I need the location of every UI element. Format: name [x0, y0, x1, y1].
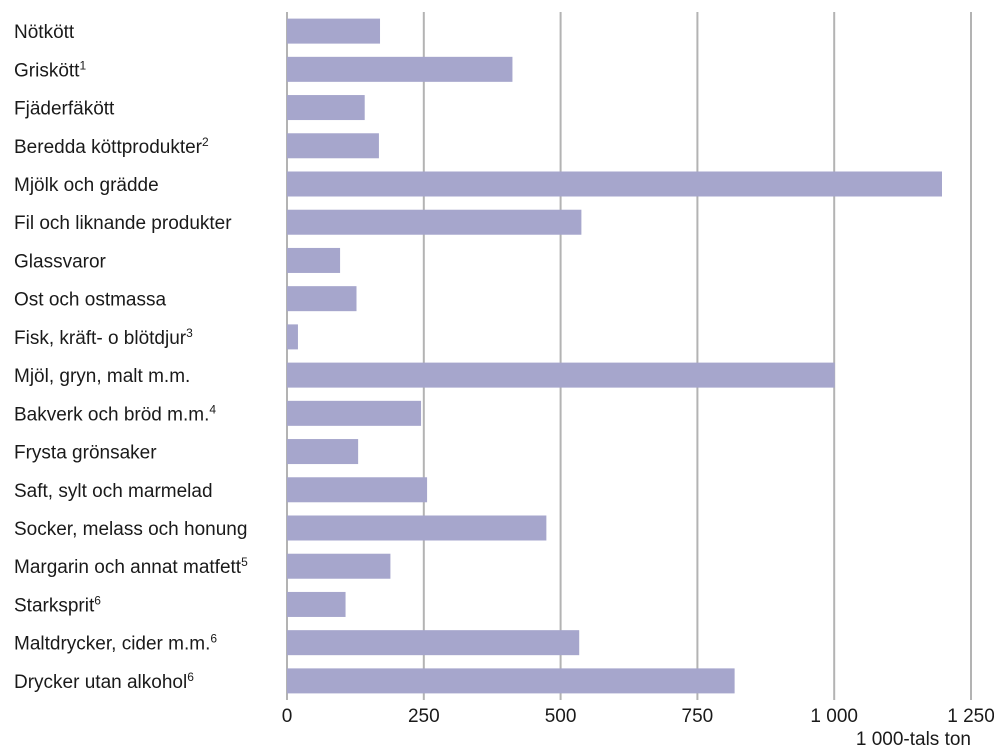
category-label-text: Maltdrycker, cider m.m.	[14, 634, 210, 655]
bar	[287, 591, 346, 617]
bar	[287, 324, 298, 350]
category-labels: Nötkött Griskött1 Fjäderfäkött Beredda kött…	[14, 22, 248, 693]
category-label-text: Frysta grönsaker	[14, 443, 157, 464]
bar	[287, 668, 735, 694]
category-label-text: Fil och liknande produkter	[14, 213, 232, 234]
footnote-marker: 6	[187, 670, 194, 684]
category-label-text: Fisk, kräft- o blötdjur	[14, 328, 187, 349]
bar	[287, 439, 359, 465]
category-label: Mjölk och grädde	[14, 175, 159, 196]
category-label-text: Nötkött	[14, 22, 75, 43]
category-label: Mjöl, gryn, malt m.m.	[14, 366, 190, 387]
bar	[287, 515, 547, 541]
category-label-text: Drycker utan alkohol	[14, 672, 187, 693]
x-tick-label: 1 000	[810, 706, 858, 727]
grid-layer	[286, 12, 972, 700]
footnote-marker: 2	[202, 135, 209, 149]
category-label: Fjäderfäkött	[14, 99, 115, 120]
bar	[287, 630, 580, 656]
x-axis-label: 1 000-tals ton	[856, 729, 971, 750]
bar	[287, 209, 582, 235]
category-label: Glassvaror	[14, 251, 107, 272]
category-label: Nötkött	[14, 22, 75, 43]
category-label: Griskött1	[14, 58, 86, 81]
category-label-text: Beredda köttprodukter	[14, 137, 203, 158]
category-label: Maltdrycker, cider m.m.6	[14, 632, 217, 655]
bar	[287, 553, 391, 579]
category-label-text: Margarin och annat matfett	[14, 557, 242, 578]
category-label: Starksprit6	[14, 593, 101, 616]
category-label: Fil och liknande produkter	[14, 213, 232, 234]
category-label: Margarin och annat matfett5	[14, 555, 248, 578]
footnote-marker: 6	[94, 593, 101, 607]
category-label-text: Ost och ostmassa	[14, 290, 166, 311]
bar	[287, 56, 513, 82]
bar	[287, 133, 379, 159]
category-label: Socker, melass och honung	[14, 519, 247, 540]
x-tick-label: 250	[408, 706, 440, 727]
bar	[287, 171, 942, 197]
footnote-marker: 6	[210, 632, 217, 646]
bar	[287, 95, 365, 121]
category-label-text: Griskött	[14, 60, 80, 81]
bar	[287, 362, 835, 388]
bar-layer	[287, 18, 942, 694]
x-tick-label: 1 250	[947, 706, 994, 727]
bar	[287, 286, 357, 312]
x-axis-ticks: 0 250 500 750 1 000 1 250	[282, 706, 994, 727]
category-label: Ost och ostmassa	[14, 290, 166, 311]
category-label-text: Mjöl, gryn, malt m.m.	[14, 366, 190, 387]
footnote-marker: 1	[79, 58, 86, 72]
category-label-text: Saft, sylt och marmelad	[14, 481, 213, 502]
bar	[287, 18, 381, 44]
category-label-text: Starksprit	[14, 595, 95, 616]
category-label-text: Mjölk och grädde	[14, 175, 159, 196]
bar	[287, 247, 341, 273]
category-label-text: Socker, melass och honung	[14, 519, 247, 540]
category-label: Frysta grönsaker	[14, 443, 157, 464]
bar	[287, 477, 428, 503]
category-label-text: Fjäderfäkött	[14, 99, 115, 120]
category-label: Saft, sylt och marmelad	[14, 481, 213, 502]
category-label: Bakverk och bröd m.m.4	[14, 402, 216, 425]
category-label: Beredda köttprodukter2	[14, 135, 209, 158]
footnote-marker: 5	[241, 555, 248, 569]
footnote-marker: 4	[209, 402, 216, 416]
category-label: Drycker utan alkohol6	[14, 670, 194, 693]
category-label-text: Glassvaror	[14, 251, 107, 272]
x-tick-label: 750	[682, 706, 714, 727]
bar	[287, 400, 422, 426]
footnote-marker: 3	[186, 326, 193, 340]
category-label: Fisk, kräft- o blötdjur3	[14, 326, 193, 349]
x-tick-label: 500	[545, 706, 577, 727]
category-label-text: Bakverk och bröd m.m.	[14, 404, 209, 425]
x-tick-label: 0	[282, 706, 293, 727]
